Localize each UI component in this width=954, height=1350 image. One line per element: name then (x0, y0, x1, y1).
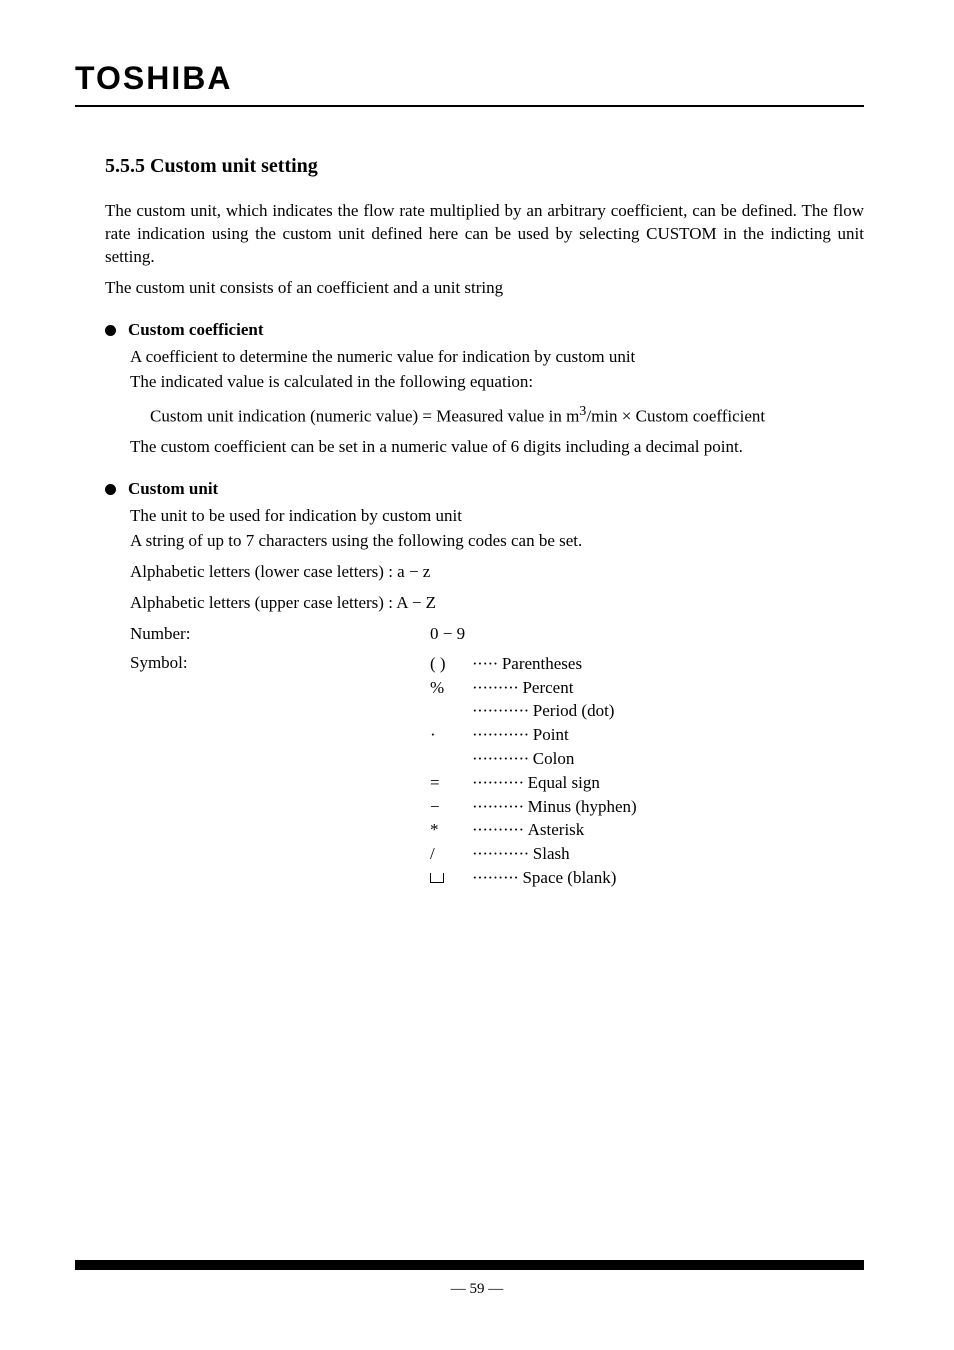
paragraph-intro-2: The custom unit consists of an coefficie… (105, 277, 864, 300)
bullet-label-coefficient: Custom coefficient (128, 320, 264, 340)
sym-point: · ··········· Point (430, 723, 864, 747)
sym-glyph: * (430, 818, 472, 842)
sym-glyph: ( ) (430, 652, 472, 676)
sym-percent: % ········· Percent (430, 676, 864, 700)
sym-dots: ·········· (472, 795, 524, 819)
alpha-lower-value: a − z (397, 562, 430, 581)
sym-desc: Asterisk (528, 818, 585, 842)
sym-glyph: / (430, 842, 472, 866)
coef-line-3: The custom coefficient can be set in a n… (130, 436, 864, 459)
sym-desc: Slash (533, 842, 570, 866)
coefficient-block: A coefficient to determine the numeric v… (130, 346, 864, 459)
paragraph-intro-1: The custom unit, which indicates the flo… (105, 200, 864, 269)
sym-desc: Percent (522, 676, 573, 700)
sym-glyph-space (430, 866, 472, 890)
symbol-row: Symbol: ( ) ····· Parentheses % ········… (130, 652, 864, 890)
sym-dots: ········· (472, 676, 518, 700)
bullet-custom-coefficient: Custom coefficient (105, 320, 864, 340)
alpha-upper-value: A − Z (396, 593, 436, 612)
bullet-label-unit: Custom unit (128, 479, 218, 499)
sym-dots: ··········· (472, 699, 529, 723)
sym-parentheses: ( ) ····· Parentheses (430, 652, 864, 676)
footer-rule (75, 1260, 864, 1270)
alpha-lower-row: Alphabetic letters (lower case letters) … (130, 561, 864, 584)
symbol-list: ( ) ····· Parentheses % ········· Percen… (430, 652, 864, 890)
brand-logo: TOSHIBA (75, 60, 864, 97)
sym-glyph: · (430, 723, 472, 747)
sym-desc: Space (blank) (522, 866, 616, 890)
number-label: Number: (130, 623, 430, 646)
sym-dots: ··········· (472, 723, 529, 747)
alpha-upper-row: Alphabetic letters (upper case letters) … (130, 592, 864, 615)
sym-dots: ····· (472, 652, 498, 676)
sym-asterisk: * ·········· Asterisk (430, 818, 864, 842)
bullet-dot-icon (105, 484, 116, 495)
coef-line-2: The indicated value is calculated in the… (130, 371, 864, 394)
header-rule (75, 105, 864, 107)
space-icon (430, 873, 444, 883)
sym-desc: Equal sign (528, 771, 600, 795)
bullet-dot-icon (105, 325, 116, 336)
coef-line-1: A coefficient to determine the numeric v… (130, 346, 864, 369)
coef-formula: Custom unit indication (numeric value) =… (150, 402, 864, 429)
sym-space: ········· Space (blank) (430, 866, 864, 890)
sym-minus: − ·········· Minus (hyphen) (430, 795, 864, 819)
symbol-label: Symbol: (130, 652, 430, 890)
sym-glyph: % (430, 676, 472, 700)
alpha-lower-label: Alphabetic letters (lower case letters) … (130, 562, 393, 581)
sym-slash: / ··········· Slash (430, 842, 864, 866)
unit-line-1: The unit to be used for indication by cu… (130, 505, 864, 528)
sym-colon: ··········· Colon (430, 747, 864, 771)
sym-period: ··········· Period (dot) (430, 699, 864, 723)
sym-glyph: − (430, 795, 472, 819)
page-number: — 59 — (0, 1281, 954, 1298)
unit-line-2: A string of up to 7 characters using the… (130, 530, 864, 553)
sym-desc: Minus (hyphen) (528, 795, 637, 819)
alpha-upper-label: Alphabetic letters (upper case letters) … (130, 593, 393, 612)
sym-desc: Parentheses (502, 652, 582, 676)
formula-pre: Custom unit indication (numeric value) =… (150, 406, 579, 425)
sym-dots: ········· (472, 866, 518, 890)
sym-desc: Period (dot) (533, 699, 615, 723)
sym-desc: Colon (533, 747, 575, 771)
formula-post: /min × Custom coefficient (586, 406, 765, 425)
number-row: Number: 0 − 9 (130, 623, 864, 646)
number-value: 0 − 9 (430, 623, 864, 646)
sym-dots: ·········· (472, 818, 524, 842)
sym-dots: ·········· (472, 771, 524, 795)
bullet-custom-unit: Custom unit (105, 479, 864, 499)
section-heading: 5.5.5 Custom unit setting (105, 155, 864, 178)
sym-dots: ··········· (472, 747, 529, 771)
sym-equal: = ·········· Equal sign (430, 771, 864, 795)
sym-glyph: = (430, 771, 472, 795)
unit-block: The unit to be used for indication by cu… (130, 505, 864, 615)
sym-dots: ··········· (472, 842, 529, 866)
sym-desc: Point (533, 723, 569, 747)
